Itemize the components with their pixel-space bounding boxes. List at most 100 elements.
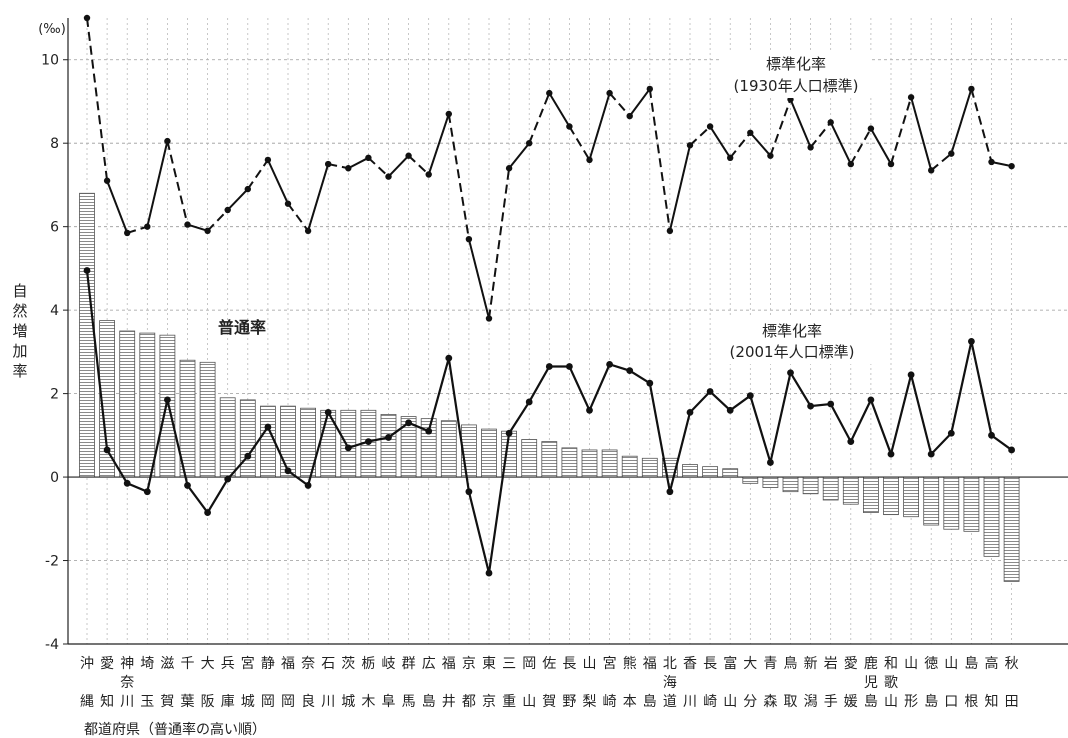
line-1930-segment <box>870 128 892 165</box>
point-2001-群馬 <box>405 419 412 427</box>
line-1930-segment <box>106 180 129 234</box>
y-tick-label: 8 <box>50 136 59 152</box>
x-tick-label: 広島 <box>422 656 436 710</box>
line-1930-segment <box>950 88 973 154</box>
x-tick-char: 馬 <box>402 694 416 710</box>
x-tick-char: 道 <box>663 694 677 710</box>
point-2001-山梨 <box>586 406 593 414</box>
x-tick-char: 玉 <box>140 694 154 710</box>
x-tick-char: 青 <box>763 656 777 672</box>
gridlines <box>68 18 1068 645</box>
x-tick-char: 山 <box>904 656 918 672</box>
x-tick-label: 神奈川 <box>120 656 134 710</box>
x-tick-char: 都 <box>462 694 476 710</box>
point-1930-福井 <box>445 110 452 118</box>
x-tick-label: 山口 <box>944 656 958 710</box>
x-tick-char: 賀 <box>542 694 556 710</box>
x-tick-char: 海 <box>663 675 677 691</box>
x-tick-char: 縄 <box>80 694 94 710</box>
x-tick-char: 広 <box>422 656 436 672</box>
x-tick-char: 高 <box>985 655 999 672</box>
x-tick-char: 城 <box>241 694 255 710</box>
x-tick-label: 長野 <box>562 656 576 710</box>
x-tick-label: 佐賀 <box>542 656 556 710</box>
axes <box>63 18 1068 645</box>
y-axis-title-char: 率 <box>12 362 27 380</box>
x-tick-char: 京 <box>482 694 496 710</box>
point-1930-山口 <box>948 150 955 157</box>
x-tick-char: 口 <box>944 694 958 710</box>
line-1930-segment <box>347 156 369 170</box>
bar-兵庫 <box>219 397 236 478</box>
x-tick-char: 福 <box>643 656 657 672</box>
point-2001-岩手 <box>827 400 835 408</box>
point-1930-山形 <box>907 94 915 101</box>
line-1930-segment <box>407 154 430 176</box>
x-tick-label: 香川 <box>683 656 697 710</box>
x-tick-label: 千葉 <box>181 656 195 710</box>
label-bg-2001 <box>712 318 872 364</box>
point-1930-青森 <box>767 152 774 159</box>
bar-和歌山 <box>883 476 899 516</box>
x-tick-char: 長 <box>562 656 576 672</box>
x-tick-char: 宮 <box>603 656 617 672</box>
line-1930-segment <box>809 121 832 148</box>
bar-佐賀 <box>541 441 558 478</box>
point-1930-宮崎 <box>606 89 613 97</box>
x-axis-title: 都道府県（普通率の高い順） <box>84 721 266 738</box>
x-tick-label: 栃木 <box>361 656 375 710</box>
line-1930-segment <box>910 97 933 171</box>
x-tick-char: 崎 <box>603 694 617 710</box>
line-1930-segment <box>588 92 611 161</box>
point-1930-岐阜 <box>385 173 392 180</box>
point-2001-福島 <box>646 379 654 387</box>
x-tick-label: 熊本 <box>623 656 637 710</box>
point-2001-富山 <box>726 406 734 414</box>
x-tick-char: 群 <box>402 656 416 672</box>
point-2001-神奈川 <box>123 479 131 487</box>
line-1930-segment <box>246 159 269 190</box>
x-tick-label: 岡山 <box>522 656 536 710</box>
line-1930-segment <box>628 88 651 117</box>
x-tick-char: 鹿 <box>864 655 878 672</box>
bar-岐阜 <box>380 414 397 478</box>
line-1930-segment <box>367 157 390 178</box>
x-tick-char: 香 <box>683 656 697 672</box>
bar-滋賀 <box>159 334 176 478</box>
x-tick-char: 島 <box>924 694 938 710</box>
x-tick-char: 島 <box>964 656 978 672</box>
point-2001-新潟 <box>807 402 814 410</box>
x-tick-label: 群馬 <box>402 656 416 710</box>
point-1930-石川 <box>325 160 332 168</box>
point-1930-鹿児島 <box>867 125 875 132</box>
point-1930-富山 <box>727 154 734 162</box>
point-1930-秋田 <box>1008 162 1015 170</box>
bar-沖縄 <box>79 192 95 478</box>
bar-大分 <box>742 476 759 484</box>
line-1930-segment <box>930 152 952 172</box>
point-2001-青森 <box>767 459 774 466</box>
bar-高知 <box>983 476 1000 557</box>
x-tick-char: 岐 <box>382 656 396 672</box>
x-tick-char: 山 <box>522 694 536 710</box>
x-tick-char: 児 <box>864 675 878 691</box>
point-2001-愛媛 <box>847 438 855 445</box>
x-tick-char: 三 <box>502 656 516 672</box>
point-1930-岡山 <box>526 140 533 147</box>
x-tick-char: 千 <box>181 656 195 672</box>
x-tick-char: 城 <box>341 694 355 710</box>
x-tick-char: 大 <box>201 656 215 672</box>
line-1930-segment <box>769 99 792 157</box>
x-tick-char: 形 <box>904 694 918 710</box>
x-tick-label: 秋田 <box>1005 656 1019 710</box>
x-tick-char: 知 <box>985 693 999 710</box>
point-2001-長崎 <box>706 388 714 395</box>
point-2001-栃木 <box>365 438 372 445</box>
point-2001-静岡 <box>264 423 272 431</box>
point-1930-京都 <box>465 235 473 243</box>
x-tick-label: 東京 <box>482 656 496 710</box>
x-tick-char: 静 <box>261 656 275 672</box>
x-tick-char: 手 <box>824 694 838 710</box>
point-2001-東京 <box>485 569 493 577</box>
line-1930-segment <box>709 125 732 159</box>
